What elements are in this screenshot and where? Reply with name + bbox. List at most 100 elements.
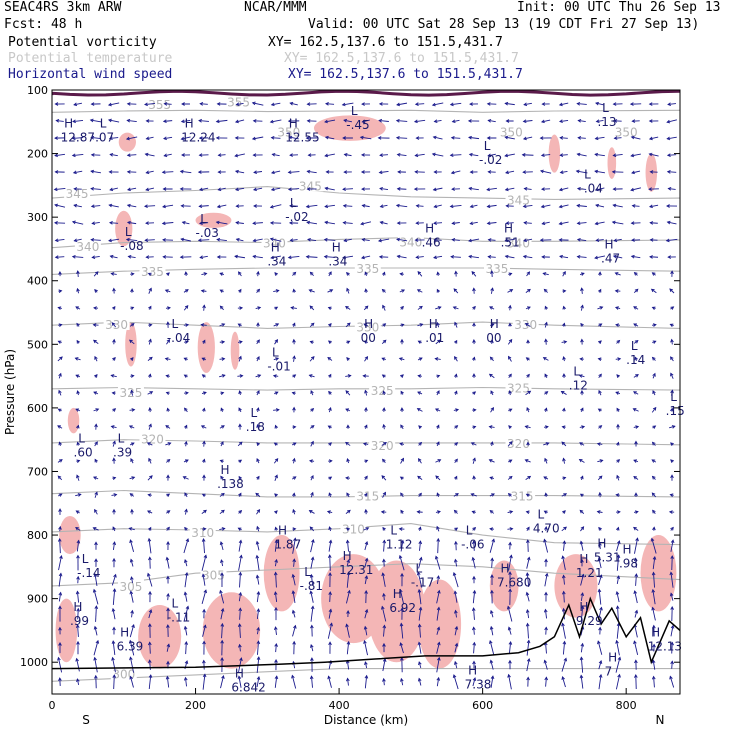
wind-vector <box>95 606 97 622</box>
wind-vector-head <box>58 591 63 596</box>
wind-vector-head <box>471 556 476 561</box>
wind-vector-head <box>670 356 674 361</box>
wind-vector-head <box>599 306 604 310</box>
wind-vector-head <box>90 153 95 157</box>
wind-vector <box>288 188 300 190</box>
wind-vector <box>291 675 297 689</box>
wind-vector <box>347 678 349 686</box>
wind-vector <box>163 120 173 122</box>
wind-vector-head <box>526 657 531 662</box>
wind-vector <box>344 153 352 157</box>
wind-vector-head <box>437 656 441 661</box>
extremum-value: .47 <box>601 251 620 265</box>
extremum-value: 1.21 <box>576 566 603 580</box>
wind-vector-head <box>234 254 239 259</box>
wind-vector <box>252 136 264 140</box>
wind-vector <box>527 623 529 639</box>
wind-vector-head <box>558 238 563 242</box>
wind-vector-head <box>54 153 59 158</box>
wind-vector <box>490 660 494 670</box>
wind-vector-head <box>310 390 314 394</box>
wind-vector-head <box>398 554 403 559</box>
wind-vector <box>112 588 116 606</box>
wind-vector <box>612 221 624 225</box>
wind-vector-head <box>220 407 224 412</box>
wind-vector <box>109 137 119 139</box>
wind-vector-head <box>306 102 311 106</box>
wind-vector-head <box>310 624 314 629</box>
wind-vector-head <box>73 238 78 243</box>
wind-vector-head <box>400 509 404 514</box>
wind-vector-head <box>220 441 224 445</box>
wind-vector-head <box>559 153 564 157</box>
wind-vector <box>450 204 462 208</box>
y-tick-label: 900 <box>27 593 48 606</box>
wind-vector-head <box>324 186 329 191</box>
wind-vector <box>631 136 641 140</box>
wind-vector-head <box>58 493 63 497</box>
wind-vector <box>651 538 657 554</box>
wind-vector-head <box>400 457 404 462</box>
wind-vector-head <box>185 538 190 543</box>
wind-vector-head <box>221 675 225 679</box>
wind-vector <box>652 660 656 670</box>
wind-vector-head <box>146 510 151 514</box>
wind-vector-head <box>417 623 422 628</box>
wind-vector-head <box>543 510 548 514</box>
wind-vector <box>576 170 588 174</box>
wind-vector-head <box>292 527 297 531</box>
wind-vector-head <box>166 575 170 580</box>
wind-vector-head <box>616 423 620 428</box>
wind-vector-head <box>148 674 153 678</box>
wind-vector <box>92 256 100 258</box>
wind-vector-head <box>450 254 455 259</box>
wind-vector <box>507 606 513 622</box>
wind-vector-head <box>449 153 454 158</box>
wind-vector-head <box>649 170 654 174</box>
wind-vector <box>183 606 189 622</box>
wind-vector-head <box>252 187 257 192</box>
theta-label-bg <box>613 124 640 138</box>
wind-vector-head <box>523 221 528 225</box>
extremum-letter: L <box>125 225 132 239</box>
wind-vector-head <box>562 476 567 480</box>
wind-vector <box>598 674 602 690</box>
wind-vector <box>199 222 209 224</box>
wind-vector <box>364 541 368 551</box>
wind-vector-head <box>616 374 620 378</box>
wind-vector-head <box>145 187 150 192</box>
wind-vector-head <box>274 606 278 611</box>
wind-vector-head <box>328 442 332 446</box>
wind-vector-head <box>90 204 95 209</box>
wind-vector <box>669 288 675 294</box>
wind-vector-head <box>165 374 170 378</box>
wind-vector-head <box>437 589 441 594</box>
wind-vector <box>220 608 224 620</box>
wind-vector-head <box>454 642 459 647</box>
wind-vector-head <box>436 424 440 429</box>
wind-vector <box>453 674 459 690</box>
wind-vector-head <box>437 306 442 310</box>
wind-vector-head <box>166 474 170 479</box>
wind-vector-head <box>306 119 311 123</box>
model-label: SEAC4RS 3km ARW <box>4 0 122 15</box>
wind-vector <box>236 222 244 224</box>
wind-vector <box>145 239 155 241</box>
wind-vector-head <box>256 458 260 462</box>
wind-vector <box>148 424 152 430</box>
wind-vector-head <box>166 660 170 665</box>
wind-vector <box>505 136 515 140</box>
wind-vector-head <box>130 609 134 614</box>
wind-vector-head <box>433 119 438 123</box>
wind-vector-head <box>289 204 293 208</box>
wind-vector <box>253 171 263 173</box>
extremum-value: .15 <box>666 404 685 418</box>
wind-vector-head <box>54 170 59 174</box>
wind-vector-head <box>558 221 563 226</box>
wind-vector <box>182 221 190 225</box>
wind-vector <box>505 170 515 174</box>
wind-vector <box>147 475 153 481</box>
wind-vector <box>126 238 138 242</box>
wind-vector-head <box>328 492 332 497</box>
wind-vector-head <box>58 605 62 610</box>
